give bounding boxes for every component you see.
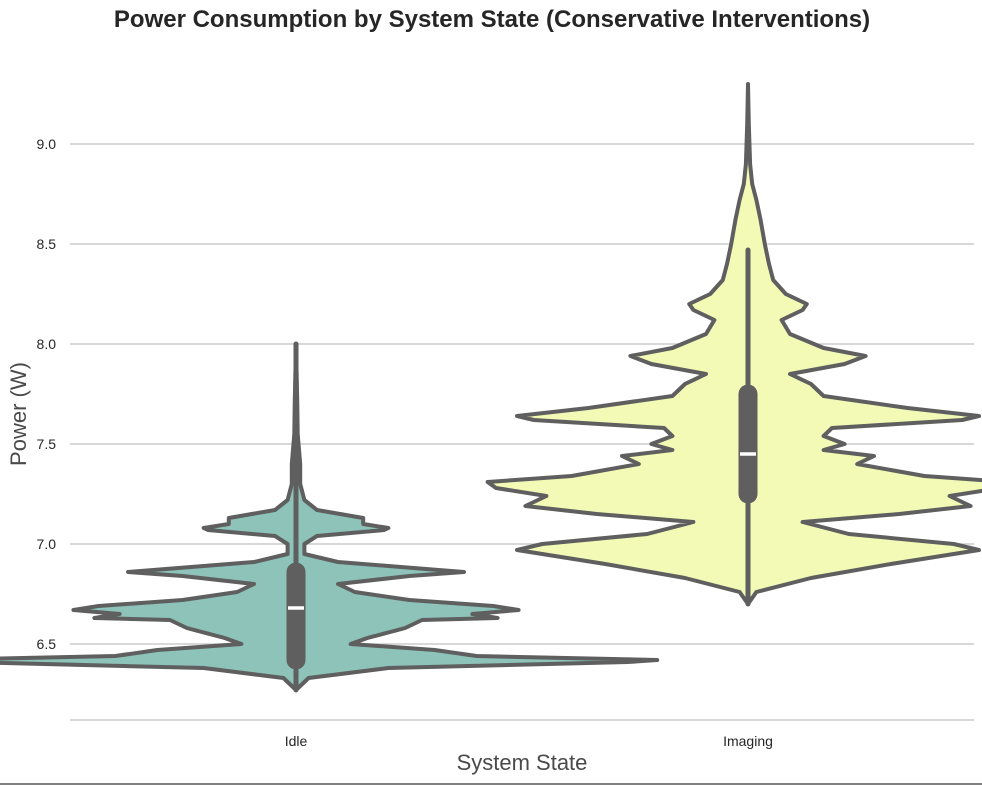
chart-title: Power Consumption by System State (Conse… <box>114 6 870 33</box>
x-axis-label: System State <box>457 750 588 775</box>
violin-body-idle <box>0 342 660 692</box>
y-tick-label-3: 8.0 <box>37 336 57 352</box>
y-tick-label-0: 6.5 <box>37 636 57 652</box>
y-tick-label-4: 8.5 <box>37 236 57 252</box>
violin-body-imaging <box>485 82 982 606</box>
x-tick-label-imaging: Imaging <box>723 733 773 749</box>
y-tick-labels: 6.5 7.0 7.5 8.0 8.5 9.0 <box>37 136 57 652</box>
y-tick-label-2: 7.5 <box>37 436 57 452</box>
y-tick-label-1: 7.0 <box>37 536 57 552</box>
y-tick-label-5: 9.0 <box>37 136 57 152</box>
violin-imaging <box>485 82 982 607</box>
y-axis-label: Power (W) <box>6 362 31 466</box>
x-tick-labels: Idle Imaging <box>285 733 773 749</box>
gridlines <box>70 143 974 645</box>
violin-idle <box>0 341 660 693</box>
violins <box>0 82 982 693</box>
x-tick-label-idle: Idle <box>285 733 308 749</box>
